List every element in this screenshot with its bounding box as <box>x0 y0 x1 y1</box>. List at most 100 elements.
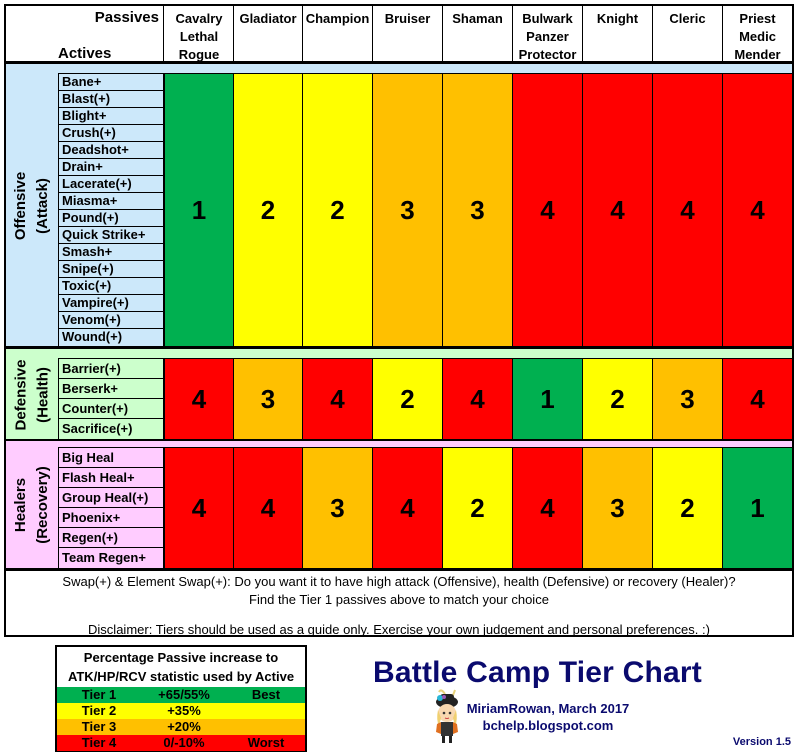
legend-row: Tier 1 +65/55% Best <box>57 687 305 703</box>
legend-note <box>227 703 305 719</box>
active-skill: Regen(+) <box>59 528 163 548</box>
swap-note-2: Find the Tier 1 passives above to match … <box>249 592 549 607</box>
legend-row: Tier 3 +20% <box>57 719 305 735</box>
legend-note: Worst <box>247 735 285 750</box>
avatar-icon <box>431 688 463 746</box>
active-skill: Phoenix+ <box>59 508 163 528</box>
active-skill: Barrier(+) <box>59 359 163 379</box>
section-name: Offensive <box>12 171 30 240</box>
passive-name: Knight <box>596 11 639 26</box>
actives-list: Barrier(+) Berserk+ Counter(+) Sacrifice(+) <box>58 358 165 440</box>
header-corner: Passives Actives <box>6 6 164 62</box>
legend-note <box>227 719 305 735</box>
section-name: Defensive <box>12 359 29 430</box>
section-defensive: Defensive (Health) Barrier(+) Berserk+ Count… <box>6 349 792 442</box>
section-healers: Healers (Recovery) Big Heal Flash Heal+ Grou… <box>6 441 792 571</box>
passive-column-header: Cavalry Lethal Rogue <box>165 6 234 62</box>
tier-cell: 2 <box>303 74 373 347</box>
passive-column-header: Priest Medic Mender <box>723 6 792 62</box>
active-skill: Drain+ <box>59 159 163 176</box>
section-offensive: Offensive (Attack) Bane+ Blast(+) Blight+ Cru… <box>6 64 792 349</box>
tier-cell: 2 <box>583 359 653 440</box>
section-divider <box>6 346 792 349</box>
section-label-text: Offensive (Attack) <box>10 171 54 239</box>
section-subtitle: (Health) <box>34 366 51 423</box>
passive-name: Medic <box>739 29 776 44</box>
passive-column-header: Bruiser <box>373 6 443 61</box>
passive-name: Bulwark <box>522 11 573 26</box>
site-link[interactable]: bchelp.blogspot.com <box>482 718 614 733</box>
tier-cell: 4 <box>165 359 234 440</box>
tier-cell: 3 <box>373 74 443 347</box>
legend-title-line1: Percentage Passive increase to <box>83 650 279 665</box>
section-subtitle: (Attack) <box>34 177 52 234</box>
author-date: MiriamRowan, March 2017 <box>466 701 630 716</box>
active-skill: Miasma+ <box>59 193 163 210</box>
section-divider <box>6 568 792 571</box>
tier-cell: 3 <box>234 359 303 440</box>
legend-value: +35% <box>167 703 201 718</box>
tier-cell: 4 <box>165 448 234 569</box>
legend-value: +65/55% <box>158 687 210 702</box>
active-skill: Venom(+) <box>59 312 163 329</box>
active-skill: Sacrifice(+) <box>62 421 133 436</box>
legend-tier: Tier 2 <box>81 703 117 718</box>
section-name: Healers <box>12 477 30 533</box>
passive-name: Cleric <box>669 11 706 26</box>
active-skill: Wound(+) <box>62 329 123 344</box>
passive-name: Mender <box>734 47 781 62</box>
tier-legend: Percentage Passive increase to ATK/HP/RC… <box>55 645 307 752</box>
active-skill: Bane+ <box>59 74 163 91</box>
active-skill: Counter(+) <box>59 399 163 419</box>
passive-column-header: Bulwark Panzer Protector <box>513 6 583 62</box>
tier-cell: 4 <box>303 359 373 440</box>
tier-cell: 1 <box>723 448 792 569</box>
passive-column-header: Shaman <box>443 6 513 61</box>
notes-panel: Swap(+) & Element Swap(+): Do you want i… <box>6 569 792 637</box>
passive-name: Champion <box>305 11 370 26</box>
disclaimer: Disclaimer: Tiers should be used as a gu… <box>88 622 710 637</box>
table-header: Passives Actives Cavalry Lethal Rogue Gladi… <box>6 6 792 64</box>
tier-cell: 4 <box>513 74 583 347</box>
tier-cell: 2 <box>234 74 303 347</box>
passive-column-header: Cleric <box>653 6 723 61</box>
tier-cell: 1 <box>165 74 234 347</box>
actives-list: Bane+ Blast(+) Blight+ Crush(+) Deadshot+ Dra… <box>58 73 165 347</box>
tier-cell: 3 <box>653 359 723 440</box>
section-label: Healers (Recovery) <box>6 441 58 569</box>
actives-list: Big Heal Flash Heal+ Group Heal(+) Phoenix+… <box>58 447 165 569</box>
active-skill: Blight+ <box>59 108 163 125</box>
passive-name: Cavalry <box>175 11 223 26</box>
active-skill: Flash Heal+ <box>59 468 163 488</box>
tier-cell: 4 <box>653 74 723 347</box>
legend-row: Tier 2 +35% <box>57 703 305 719</box>
legend-title: Percentage Passive increase to ATK/HP/RC… <box>57 647 305 687</box>
version-label: Version 1.5 <box>732 736 791 748</box>
section-label: Offensive (Attack) <box>6 64 58 347</box>
passive-column-header: Knight <box>583 6 653 61</box>
passive-column-header: Champion <box>303 6 373 61</box>
tier-cell: 4 <box>723 359 792 440</box>
passive-name: Bruiser <box>384 11 431 26</box>
tier-cell: 2 <box>443 448 513 569</box>
passive-name: Protector <box>518 47 577 62</box>
tier-cell: 4 <box>373 448 443 569</box>
passive-name: Lethal <box>179 29 219 44</box>
tier-cell: 4 <box>234 448 303 569</box>
active-skill: Big Heal <box>59 448 163 468</box>
legend-value: +20% <box>167 719 201 734</box>
tier-cell: 3 <box>443 74 513 347</box>
active-skill: Lacerate(+) <box>59 176 163 193</box>
tier-cell: 1 <box>513 359 583 440</box>
passive-name: Shaman <box>452 11 503 26</box>
section-divider <box>6 439 792 442</box>
tier-cell: 4 <box>513 448 583 569</box>
section-label: Defensive (Health) <box>6 349 58 440</box>
tier-cell: 2 <box>653 448 723 569</box>
passives-axis-label: Passives <box>94 9 159 26</box>
passive-name: Panzer <box>526 29 569 44</box>
legend-note: Best <box>251 687 281 702</box>
